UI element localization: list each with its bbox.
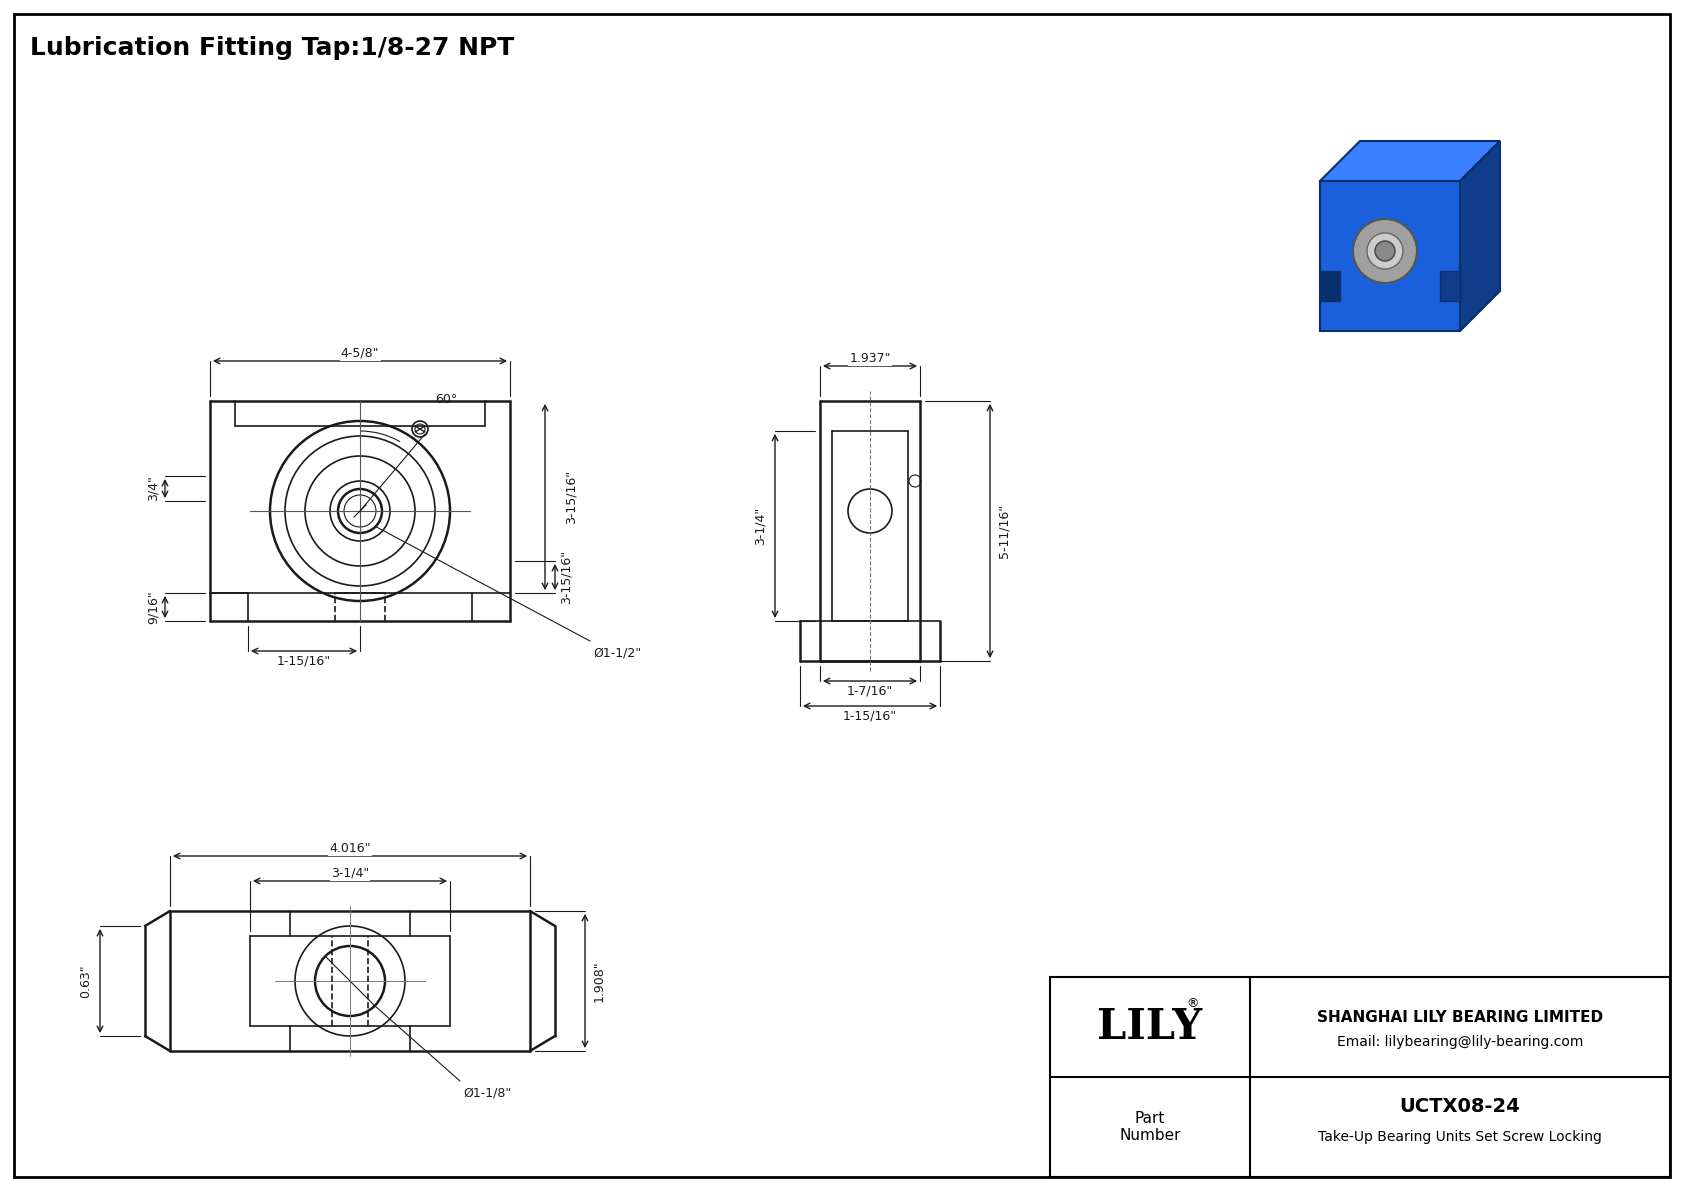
Text: 3-1/4": 3-1/4" [330,867,369,879]
Bar [1051,977,1671,1177]
Text: 1-15/16": 1-15/16" [276,655,332,667]
Circle shape [1367,233,1403,269]
Circle shape [1352,219,1416,283]
Text: 1.937": 1.937" [849,351,891,364]
Circle shape [1376,241,1394,261]
Text: 3-15/16": 3-15/16" [566,470,578,524]
PathPatch shape [1320,181,1460,331]
Text: ®: ® [1186,998,1199,1010]
Text: SHANGHAI LILY BEARING LIMITED: SHANGHAI LILY BEARING LIMITED [1317,1010,1603,1024]
Text: LILY: LILY [1098,1006,1202,1048]
Text: 3/4": 3/4" [147,475,160,501]
Text: 9/16": 9/16" [147,590,160,624]
Text: 4-5/8": 4-5/8" [340,347,379,360]
PathPatch shape [1460,141,1500,331]
Text: 1-15/16": 1-15/16" [844,710,898,723]
Text: Ø1-1/8": Ø1-1/8" [463,1086,512,1099]
Text: UCTX08-24: UCTX08-24 [1399,1097,1521,1116]
Text: Take-Up Bearing Units Set Screw Locking: Take-Up Bearing Units Set Screw Locking [1319,1130,1601,1145]
Bar [1440,272,1460,301]
Text: 5-11/16": 5-11/16" [999,504,1010,559]
Text: Part
Number: Part Number [1120,1111,1180,1143]
PathPatch shape [1320,141,1500,181]
Text: 1-7/16": 1-7/16" [847,685,893,698]
Text: 4.016": 4.016" [330,842,370,854]
Text: Lubrication Fitting Tap:1/8-27 NPT: Lubrication Fitting Tap:1/8-27 NPT [30,36,514,60]
Text: 0.63": 0.63" [79,965,93,998]
Text: Email: lilybearing@lily-bearing.com: Email: lilybearing@lily-bearing.com [1337,1035,1583,1049]
Text: 3-15/16": 3-15/16" [561,550,573,604]
Text: 3-1/4": 3-1/4" [754,507,766,545]
Text: 60°: 60° [434,393,458,406]
Bar [1320,272,1340,301]
Text: 1.908": 1.908" [593,960,606,1002]
Text: Ø1-1/2": Ø1-1/2" [593,646,642,659]
